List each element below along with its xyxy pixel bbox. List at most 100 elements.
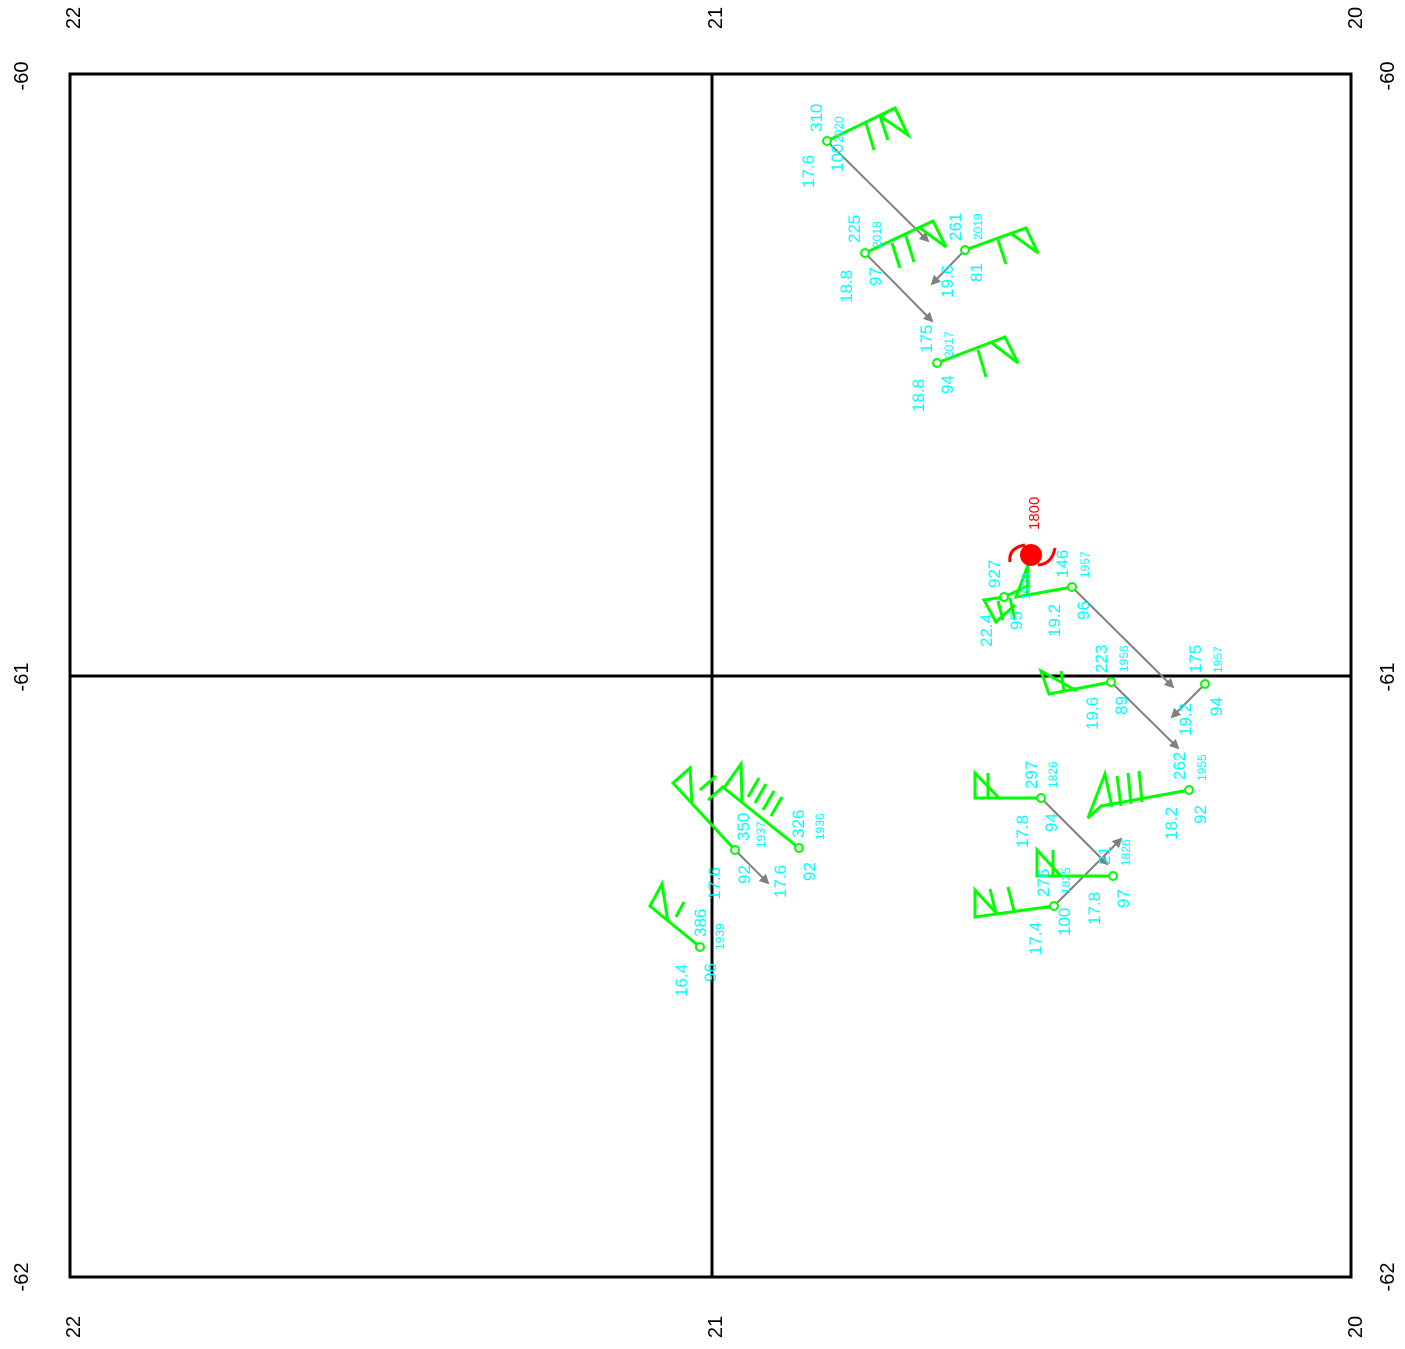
wind-barb bbox=[721, 759, 800, 850]
obs-bottom: 81 bbox=[967, 263, 986, 282]
wind-barb-pennant bbox=[879, 107, 912, 140]
obs-top: 310 bbox=[807, 104, 826, 132]
wind-barb bbox=[973, 769, 1041, 800]
station-marker[interactable] bbox=[695, 942, 705, 952]
wind-barb bbox=[1086, 768, 1190, 820]
wind-barbs bbox=[648, 105, 1190, 949]
station-marker[interactable] bbox=[1108, 871, 1118, 881]
storm-arm bbox=[1008, 543, 1026, 563]
station-marker[interactable] bbox=[960, 245, 970, 255]
obs-bottom: 94 bbox=[938, 375, 957, 394]
station-marker[interactable] bbox=[1200, 679, 1210, 689]
station-marker[interactable] bbox=[999, 592, 1009, 602]
obs-top: 175 bbox=[1186, 645, 1205, 673]
obs-top: 350 bbox=[734, 813, 753, 841]
obs-bottom: 96 bbox=[1074, 601, 1093, 620]
obs-id: 1920 bbox=[1019, 573, 1033, 600]
motion-arrow bbox=[1170, 683, 1206, 719]
wind-barb bbox=[973, 886, 1055, 919]
storm-arm bbox=[1037, 547, 1057, 567]
obs-id: 2017 bbox=[942, 331, 956, 358]
motion-arrow bbox=[1040, 797, 1109, 866]
wind-barb bbox=[1035, 846, 1113, 878]
motion-arrow bbox=[1110, 681, 1180, 750]
wind-barb bbox=[1038, 667, 1112, 696]
lon-label-top-22: 22 bbox=[63, 7, 85, 29]
motion-arrow bbox=[734, 849, 770, 885]
obs-left: 22.4 bbox=[977, 614, 996, 647]
obs-top: 175 bbox=[917, 325, 936, 353]
obs-left: 16.4 bbox=[672, 964, 691, 997]
obs-id: 2018 bbox=[870, 221, 884, 248]
station-marker[interactable] bbox=[1067, 582, 1077, 592]
obs-top: 225 bbox=[845, 215, 864, 243]
lon-label-bottom-20: 20 bbox=[1345, 1316, 1367, 1338]
wind-barb bbox=[964, 226, 1040, 265]
station-marker[interactable] bbox=[1106, 677, 1116, 687]
station-marker[interactable] bbox=[794, 843, 804, 853]
wind-barb bbox=[648, 879, 701, 949]
station-marker[interactable] bbox=[1036, 793, 1046, 803]
obs-left: 17.6 bbox=[771, 865, 790, 898]
station-marker[interactable] bbox=[860, 248, 870, 258]
obs-id: 1937 bbox=[754, 821, 768, 848]
motion-arrow bbox=[864, 252, 934, 323]
obs-bottom: 92 bbox=[735, 865, 754, 884]
station-marker[interactable] bbox=[1184, 785, 1194, 795]
station-labels: 310 2020 17.6 100 225 2018 18.8 97 261 2… bbox=[672, 104, 1226, 997]
obs-top: 927 bbox=[985, 560, 1004, 588]
obs-left: 18.2 bbox=[1162, 807, 1181, 840]
obs-left: 19.6 bbox=[938, 265, 957, 298]
lat-label-right-61: -61 bbox=[1377, 663, 1399, 692]
lat-label-left-62: -62 bbox=[11, 1263, 33, 1292]
lat-label-right-62: -62 bbox=[1377, 1263, 1399, 1292]
obs-left: 17.4 bbox=[1026, 922, 1045, 955]
obs-bottom: 94 bbox=[1042, 813, 1061, 832]
obs-bottom: 92 bbox=[1191, 805, 1210, 824]
obs-id: 2020 bbox=[832, 116, 846, 143]
obs-bottom: 95 bbox=[1007, 611, 1026, 630]
station-marker[interactable] bbox=[822, 136, 832, 146]
station-marker[interactable] bbox=[1049, 901, 1059, 911]
obs-left: 17.8 bbox=[1013, 815, 1032, 848]
obs-id: 2019 bbox=[971, 213, 985, 240]
motion-arrow bbox=[1071, 586, 1175, 689]
obs-top: 276 bbox=[1034, 869, 1053, 897]
obs-bottom: 94 bbox=[1207, 697, 1226, 716]
obs-top: 21 bbox=[1095, 846, 1114, 865]
obs-top: 223 bbox=[1092, 645, 1111, 673]
obs-top: 262 bbox=[1170, 752, 1189, 780]
lon-label-top-20: 20 bbox=[1345, 7, 1367, 29]
obs-id: 1955 bbox=[1195, 754, 1209, 781]
obs-left: 19.2 bbox=[1045, 604, 1064, 637]
obs-left: 18.8 bbox=[909, 379, 928, 412]
obs-bottom: 97 bbox=[1114, 889, 1133, 908]
motion-arrow bbox=[1053, 837, 1123, 907]
storm-time-label: 1800 bbox=[1026, 497, 1043, 530]
station-marker[interactable] bbox=[932, 358, 942, 368]
station-marker[interactable] bbox=[730, 845, 740, 855]
lat-label-left-60: -60 bbox=[11, 62, 33, 91]
wind-barb bbox=[936, 335, 1020, 378]
obs-id: 1956 bbox=[1117, 645, 1131, 672]
obs-bottom: 89 bbox=[1112, 696, 1131, 715]
wind-barb bbox=[670, 764, 737, 852]
obs-bottom: 97 bbox=[866, 267, 885, 286]
obs-id: 1957 bbox=[1211, 646, 1225, 673]
lat-label-right-60: -60 bbox=[1377, 62, 1399, 91]
motion-vectors bbox=[734, 140, 1206, 907]
tropical-cyclone-icon[interactable]: 1800 bbox=[1008, 497, 1057, 567]
obs-top: 297 bbox=[1022, 761, 1041, 789]
motion-arrow bbox=[930, 249, 966, 286]
obs-top: 261 bbox=[946, 213, 965, 241]
lon-label-bottom-21: 21 bbox=[705, 1316, 727, 1338]
obs-bottom: 96 bbox=[701, 963, 720, 982]
obs-bottom: 100 bbox=[828, 144, 847, 172]
obs-id: 1825 bbox=[1059, 867, 1073, 894]
obs-id: 1826 bbox=[1119, 839, 1133, 866]
wind-barb bbox=[864, 219, 948, 269]
obs-top: 326 bbox=[789, 810, 808, 838]
obs-left: 19.6 bbox=[1083, 697, 1102, 730]
stations bbox=[695, 136, 1210, 952]
